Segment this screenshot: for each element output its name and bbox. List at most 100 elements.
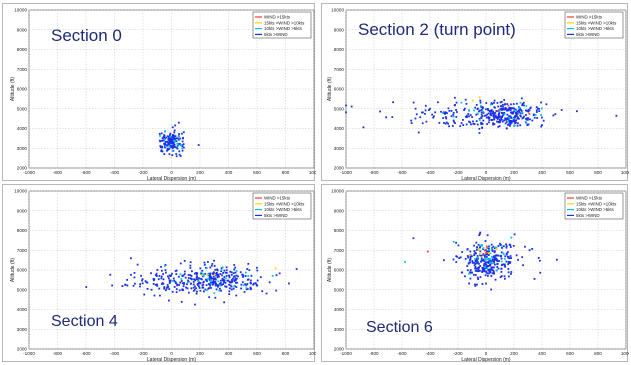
data-point-blue: [526, 117, 529, 120]
data-point-blue: [515, 121, 517, 124]
data-point-blue: [350, 105, 353, 108]
data-point-blue: [163, 287, 166, 290]
data-point-blue: [133, 276, 136, 279]
data-point-blue: [493, 113, 495, 115]
data-point-blue: [178, 284, 181, 286]
data-point-blue: [537, 257, 540, 259]
data-point-blue: [153, 294, 156, 297]
data-point-blue: [180, 280, 183, 282]
data-point-blue: [245, 284, 248, 287]
data-point-cyan: [441, 111, 444, 114]
data-point-cyan: [233, 285, 236, 288]
data-point-blue: [490, 114, 493, 117]
data-point-blue: [481, 107, 484, 110]
data-point-blue: [469, 269, 472, 271]
data-point-blue: [498, 125, 501, 128]
data-point-blue: [484, 253, 487, 256]
data-point-blue: [506, 109, 508, 112]
data-point-blue: [166, 149, 168, 152]
data-point-yellow: [485, 247, 488, 249]
data-point-blue: [196, 278, 198, 281]
data-point-blue: [519, 108, 521, 110]
data-point-blue: [493, 101, 495, 104]
data-point-blue: [511, 107, 513, 110]
data-point-blue: [450, 109, 453, 112]
data-point-blue: [482, 248, 484, 250]
data-point-blue: [212, 275, 215, 278]
section-label: Section 0: [51, 26, 122, 45]
data-point-blue: [512, 103, 515, 105]
data-point-blue: [486, 113, 489, 116]
data-point-blue: [223, 269, 226, 272]
data-point-blue: [169, 275, 172, 278]
data-point-blue: [164, 142, 167, 145]
data-point-blue: [197, 277, 200, 280]
data-point-blue: [482, 258, 485, 261]
data-point-blue: [491, 249, 494, 252]
data-point-blue: [179, 143, 181, 145]
data-point-cyan: [221, 266, 224, 269]
data-point-blue: [130, 257, 132, 260]
data-point-blue: [510, 103, 512, 106]
data-point-blue: [492, 110, 495, 113]
data-point-blue: [485, 108, 487, 111]
data-point-blue: [440, 110, 442, 113]
data-point-cyan: [540, 114, 543, 116]
data-point-yellow: [200, 274, 203, 277]
data-point-blue: [516, 112, 519, 115]
data-point-blue: [425, 120, 428, 123]
data-point-blue: [488, 268, 491, 271]
data-point-blue: [173, 129, 176, 132]
data-point-blue: [521, 104, 524, 107]
data-point-blue: [161, 146, 164, 149]
data-point-blue: [479, 245, 482, 248]
data-point-blue: [452, 113, 455, 116]
data-point-blue: [176, 137, 179, 140]
data-point-blue: [506, 103, 509, 105]
data-point-blue: [447, 107, 450, 110]
data-point-blue: [467, 113, 470, 115]
data-point-blue: [521, 117, 524, 120]
data-point-blue: [478, 234, 481, 237]
data-point-blue: [494, 258, 497, 261]
data-point-blue: [275, 289, 278, 292]
data-point-blue: [184, 276, 187, 279]
data-point-blue: [442, 259, 445, 262]
data-point-blue: [527, 110, 530, 113]
data-point-blue: [494, 106, 496, 109]
data-point-blue: [466, 269, 469, 272]
data-point-yellow: [206, 274, 209, 277]
y-tick-label: 9000: [334, 208, 345, 213]
data-point-blue: [173, 143, 176, 146]
data-point-blue: [509, 261, 512, 263]
data-point-blue: [482, 112, 485, 114]
data-point-blue: [493, 247, 496, 250]
data-point-blue: [161, 269, 163, 272]
data-point-cyan: [473, 109, 475, 112]
data-point-blue: [484, 262, 487, 264]
data-point-blue: [172, 138, 175, 141]
data-point-blue: [507, 109, 510, 112]
data-point-blue: [162, 282, 165, 285]
data-point-blue: [510, 271, 513, 273]
data-point-blue: [225, 274, 228, 277]
data-point-blue: [225, 266, 228, 269]
data-point-blue: [504, 277, 506, 280]
data-point-blue: [505, 121, 508, 123]
data-point-blue: [519, 114, 522, 117]
data-point-blue: [146, 287, 149, 290]
x-tick-label: -200: [453, 351, 463, 356]
data-point-blue: [208, 283, 211, 286]
data-point-cyan: [468, 109, 470, 111]
data-point-blue: [462, 124, 465, 127]
data-point-cyan: [487, 258, 490, 261]
data-point-blue: [490, 109, 493, 111]
data-point-blue: [230, 285, 233, 288]
data-point-blue: [187, 291, 190, 294]
data-point-blue: [508, 108, 511, 110]
data-point-blue: [474, 269, 477, 272]
data-point-blue: [486, 123, 489, 125]
data-point-blue: [452, 111, 455, 114]
data-point-cyan: [213, 292, 216, 295]
data-point-blue: [154, 274, 157, 277]
